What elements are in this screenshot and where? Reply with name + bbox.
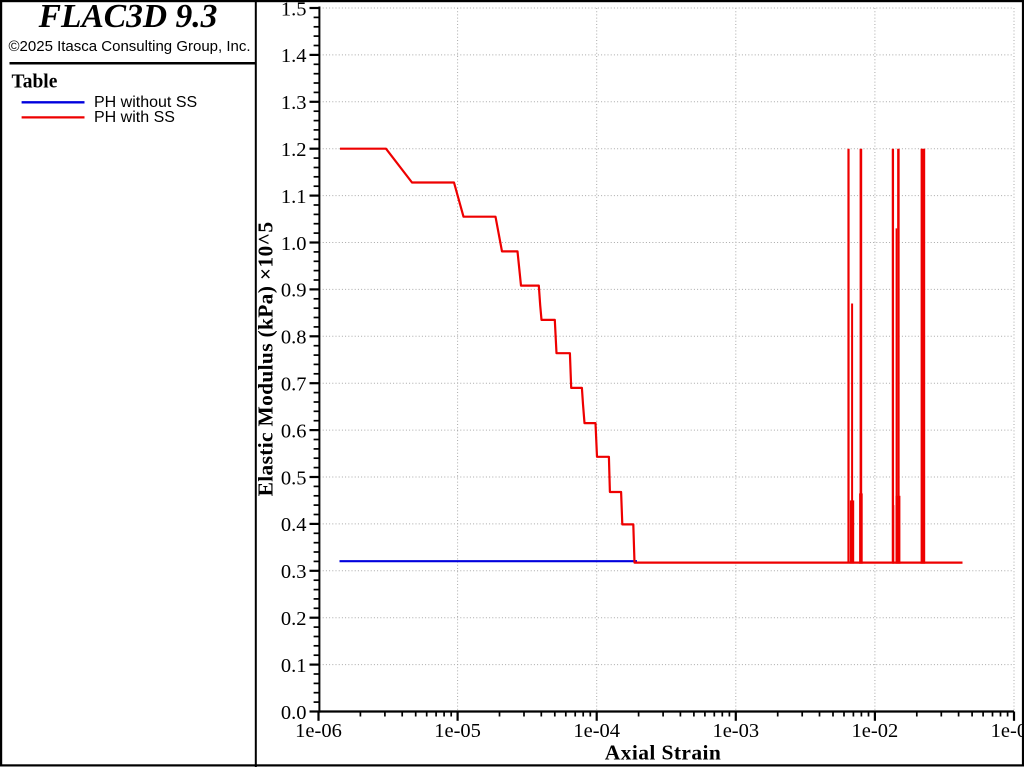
- svg-text:1.3: 1.3: [281, 92, 307, 114]
- svg-text:0.2: 0.2: [281, 608, 307, 630]
- svg-text:Elastic Modulus (kPa) ×10^5: Elastic Modulus (kPa) ×10^5: [254, 222, 278, 497]
- svg-text:1e-05: 1e-05: [434, 720, 481, 742]
- svg-text:1.1: 1.1: [281, 186, 307, 208]
- svg-text:Axial Strain: Axial Strain: [605, 741, 722, 765]
- svg-text:0.8: 0.8: [281, 327, 307, 349]
- svg-text:1e-06: 1e-06: [295, 720, 342, 742]
- svg-text:1.2: 1.2: [281, 139, 307, 161]
- svg-text:1e-03: 1e-03: [712, 720, 759, 742]
- svg-text:0.3: 0.3: [281, 561, 307, 583]
- svg-text:PH without SS: PH without SS: [94, 94, 197, 111]
- svg-text:©2025 Itasca Consulting Group,: ©2025 Itasca Consulting Group, Inc.: [9, 38, 251, 55]
- svg-text:0.9: 0.9: [281, 280, 307, 302]
- svg-text:0.7: 0.7: [281, 374, 307, 396]
- svg-text:1.0: 1.0: [281, 233, 307, 255]
- svg-text:1.5: 1.5: [281, 0, 307, 20]
- svg-text:1e-04: 1e-04: [573, 720, 620, 742]
- svg-text:PH with SS: PH with SS: [94, 109, 175, 126]
- svg-text:1.4: 1.4: [281, 45, 307, 67]
- svg-text:0.0: 0.0: [281, 702, 307, 724]
- svg-text:0.4: 0.4: [281, 514, 307, 536]
- svg-text:1e-01: 1e-01: [991, 720, 1024, 742]
- svg-text:Table: Table: [12, 72, 58, 93]
- svg-text:FLAC3D 9.3: FLAC3D 9.3: [38, 0, 218, 35]
- svg-text:0.1: 0.1: [281, 655, 307, 677]
- svg-text:0.6: 0.6: [281, 420, 307, 442]
- svg-text:0.5: 0.5: [281, 467, 307, 489]
- svg-text:1e-02: 1e-02: [852, 720, 899, 742]
